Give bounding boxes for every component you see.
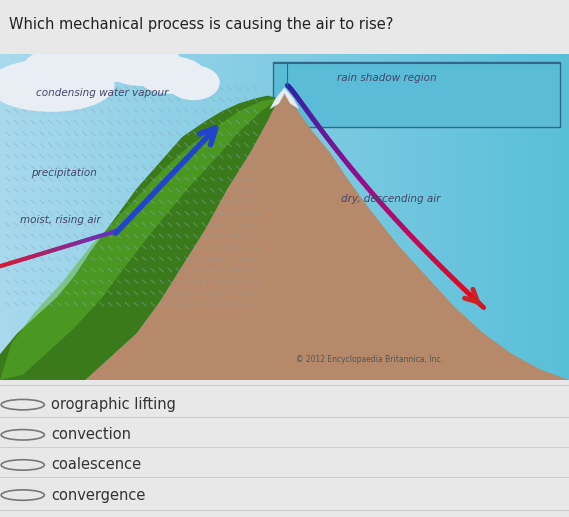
Polygon shape	[0, 96, 279, 380]
Ellipse shape	[23, 47, 114, 93]
Text: © 2012 Encyclopaedia Britannica, Inc.: © 2012 Encyclopaedia Britannica, Inc.	[296, 355, 443, 364]
Text: rain shadow region: rain shadow region	[337, 72, 437, 83]
Text: condensing water vapour: condensing water vapour	[36, 88, 168, 98]
Polygon shape	[0, 98, 279, 380]
Text: precipitation: precipitation	[31, 168, 97, 178]
Ellipse shape	[57, 36, 114, 67]
Text: moist, rising air: moist, rising air	[20, 215, 101, 225]
Text: coalescence: coalescence	[51, 458, 141, 473]
Ellipse shape	[102, 44, 182, 85]
Text: convergence: convergence	[51, 488, 146, 503]
Polygon shape	[270, 88, 299, 109]
Bar	[273, 62, 560, 127]
Text: dry, descending air: dry, descending air	[341, 194, 441, 204]
Ellipse shape	[63, 36, 142, 83]
Ellipse shape	[137, 57, 205, 93]
Ellipse shape	[0, 59, 114, 111]
Ellipse shape	[168, 66, 219, 99]
Text: orographic lifting: orographic lifting	[51, 397, 176, 412]
Polygon shape	[85, 90, 569, 380]
Text: convection: convection	[51, 427, 131, 443]
Ellipse shape	[0, 75, 57, 106]
Ellipse shape	[100, 34, 151, 59]
Text: Which mechanical process is causing the air to rise?: Which mechanical process is causing the …	[9, 17, 393, 32]
